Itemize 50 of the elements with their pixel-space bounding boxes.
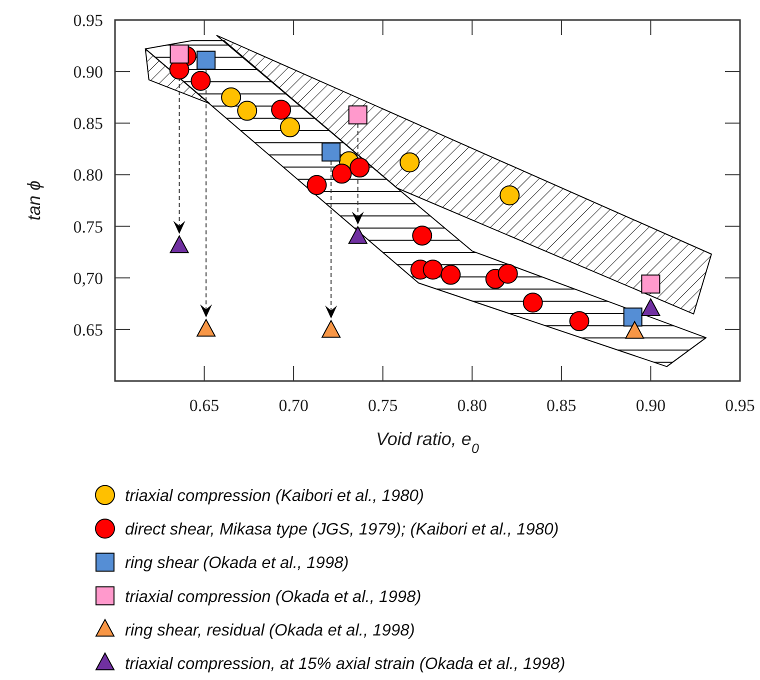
point [237,100,258,121]
point [221,87,242,108]
x-tick-label: 0.95 [725,396,755,415]
point [348,105,368,124]
point [498,264,518,284]
y-tick-label: 0.65 [73,320,103,340]
y-tick-label: 0.85 [73,114,103,134]
point [500,185,520,206]
point [190,70,211,91]
point [306,175,327,196]
point [348,226,368,244]
x-tick-label: 0.75 [368,396,398,415]
point [322,142,341,162]
point [641,274,660,294]
point [625,321,644,339]
point [440,264,461,285]
y-axis-title: tan ϕ [24,180,44,221]
point [280,117,300,138]
point [196,319,216,337]
y-tick-label: 0.95 [73,11,103,30]
point [623,308,642,327]
point [196,50,216,70]
point [641,298,660,316]
y-tick-label: 0,70 [73,268,103,288]
point [400,152,420,172]
legend-label: ring shear, residual (Okada et al., 1998) [125,621,415,640]
legend-label: triaxial compression (Okada et al., 1998) [125,588,422,606]
point [332,164,352,184]
point [412,226,432,246]
point [170,44,189,64]
legend-label: ring shear (Okada et al., 1998) [125,554,349,572]
point [271,100,292,120]
point [569,311,590,332]
point [522,292,543,313]
x-tick-label: 0.65 [189,396,220,415]
point [422,260,443,280]
x-tick-label: 0.70 [278,396,308,415]
x-axis-title: Void ratio, e$_{0}$ [376,429,480,456]
legend-label: triaxial compression (Kaibori et al., 1980) [125,487,424,505]
y-tick-label: 0.90 [73,62,103,82]
legend-label: triaxial compression, at 15% axial strain (Okada et al., 1998) [125,655,566,673]
legend-label: direct shear, Mikasa type (JGS, 1979); (Kaibori et al., 1980) [125,520,559,539]
point [170,235,189,254]
y-tick-label: 0.80 [73,166,103,185]
point [350,157,370,178]
x-tick-label: 0.85 [546,396,576,415]
x-tick-label: 0.90 [636,396,666,415]
point [322,320,341,338]
y-tick-label: 0.75 [73,217,103,236]
x-tick-label: 0.80 [457,396,488,415]
